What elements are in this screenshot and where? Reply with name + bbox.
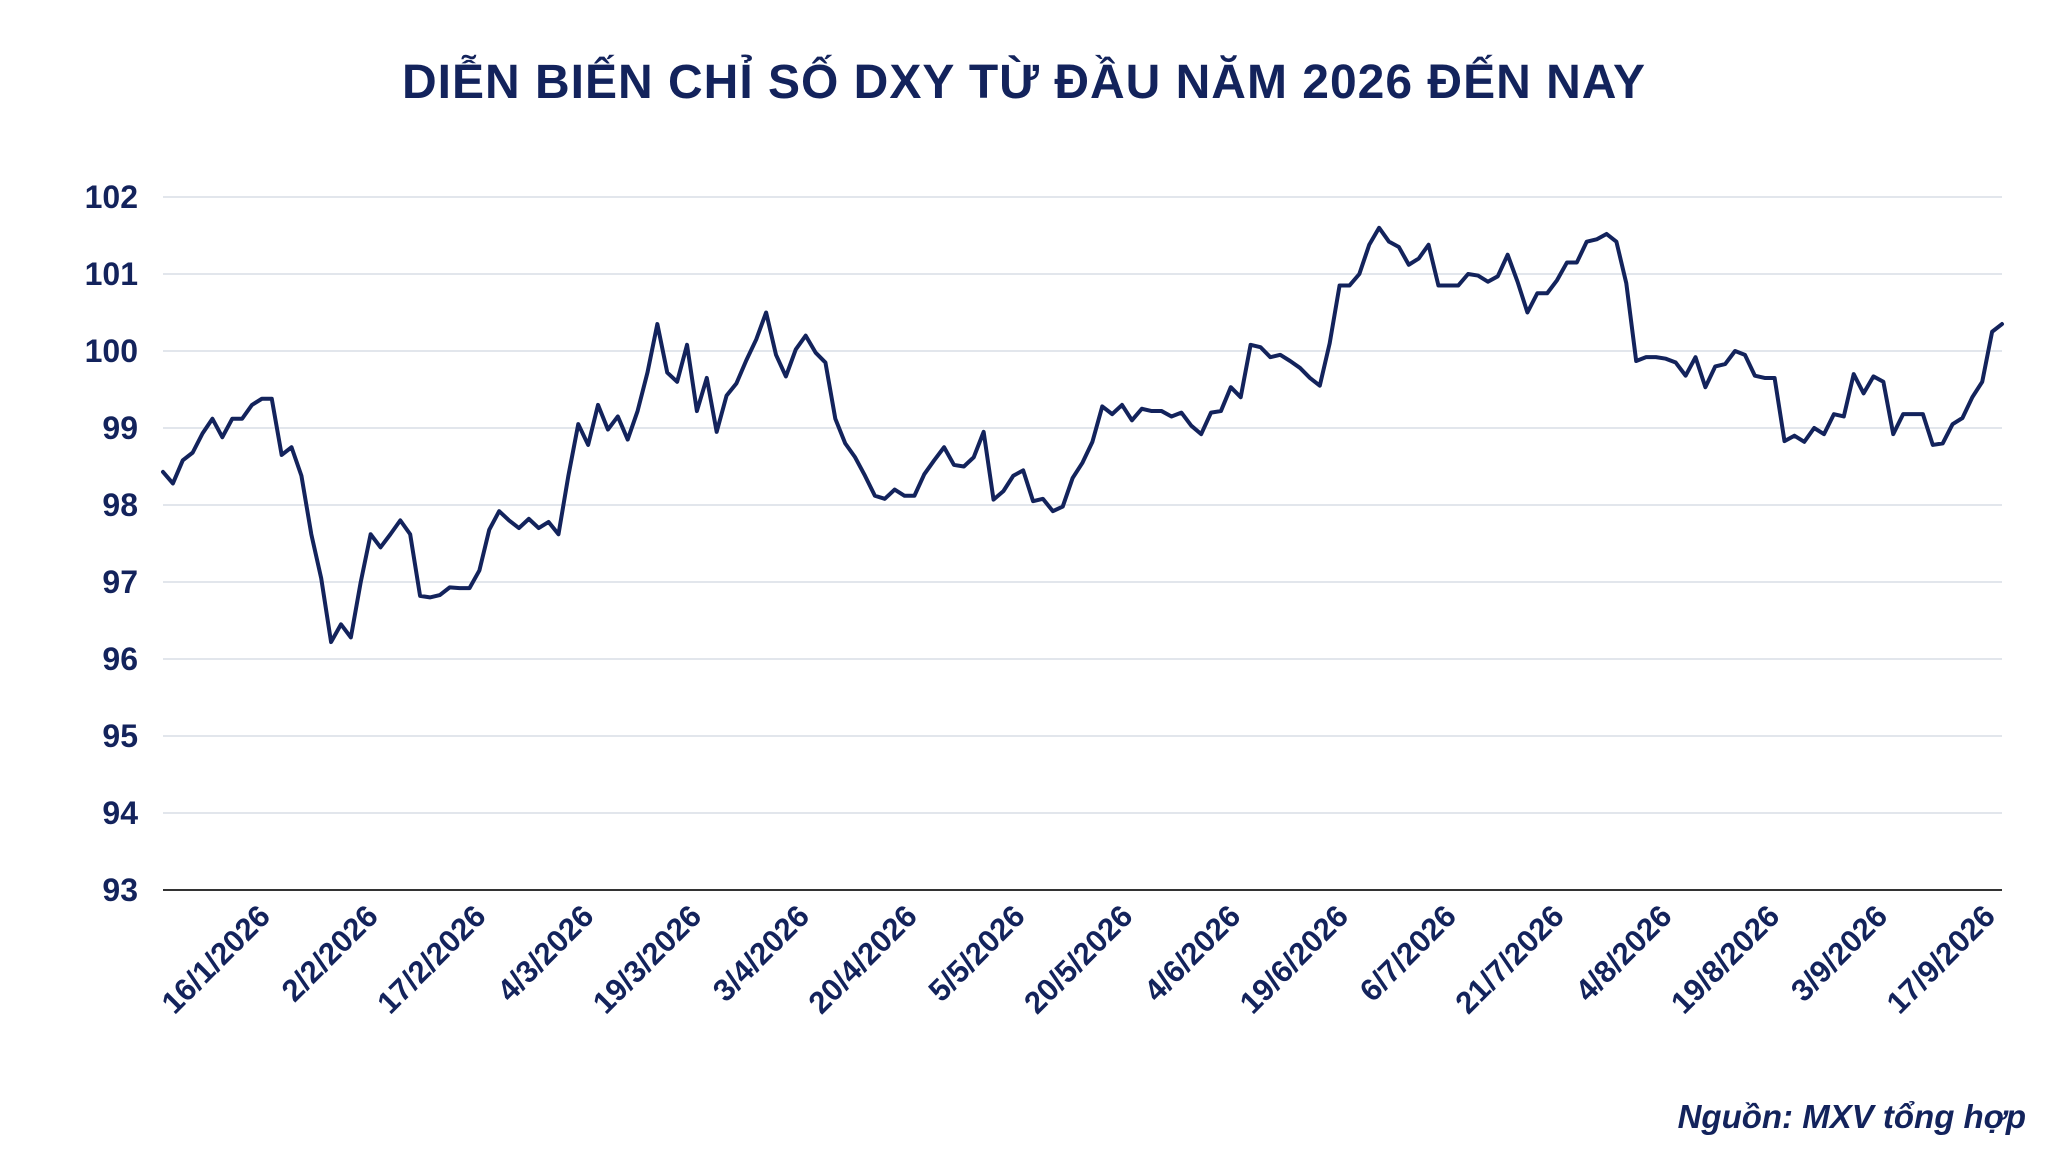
series-layer (161, 225, 2004, 645)
x-tick-label: 4/3/2026 (490, 898, 600, 1008)
x-tick-label: 4/8/2026 (1568, 898, 1678, 1008)
x-tick-label: 3/9/2026 (1784, 898, 1894, 1008)
y-tick-label: 99 (102, 410, 138, 446)
x-tick-label: 17/9/2026 (1880, 898, 2002, 1020)
x-tick-label: 2/2/2026 (275, 898, 385, 1008)
source-note: Nguồn: MXV tổng hợp (1677, 1098, 2026, 1135)
x-tick-label: 5/5/2026 (922, 898, 1032, 1008)
x-tick-label: 19/3/2026 (586, 898, 708, 1020)
x-tick-label: 6/7/2026 (1353, 898, 1463, 1008)
y-axis-tick-labels: 93 94 95 96 97 98 99 100 101 102 (85, 179, 139, 908)
gridlines (163, 196, 2002, 891)
x-tick-label: 20/5/2026 (1017, 898, 1139, 1020)
y-tick-label: 101 (85, 256, 138, 292)
y-tick-label: 102 (85, 179, 138, 215)
y-tick-label: 93 (102, 872, 138, 908)
y-tick-label: 96 (102, 641, 138, 677)
y-tick-label: 98 (102, 487, 138, 523)
x-tick-label: 4/6/2026 (1137, 898, 1247, 1008)
x-axis-tick-labels: 16/1/20262/2/202617/2/20264/3/202619/3/2… (155, 898, 2002, 1020)
x-tick-label: 21/7/2026 (1448, 898, 1570, 1020)
x-tick-label: 20/4/2026 (802, 898, 924, 1020)
chart-title: DIỄN BIẾN CHỈ SỐ DXY TỪ ĐẦU NĂM 2026 ĐẾN… (401, 56, 1647, 109)
y-tick-label: 94 (102, 795, 138, 831)
x-tick-label: 19/8/2026 (1664, 898, 1786, 1020)
x-tick-label: 17/2/2026 (370, 898, 492, 1020)
x-tick-label: 3/4/2026 (706, 898, 816, 1008)
y-tick-label: 95 (102, 718, 138, 754)
x-tick-label: 16/1/2026 (155, 898, 277, 1020)
x-tick-label: 19/6/2026 (1233, 898, 1355, 1020)
y-tick-label: 97 (102, 564, 138, 600)
y-tick-label: 100 (85, 333, 138, 369)
dxy-series-line (161, 225, 2004, 645)
